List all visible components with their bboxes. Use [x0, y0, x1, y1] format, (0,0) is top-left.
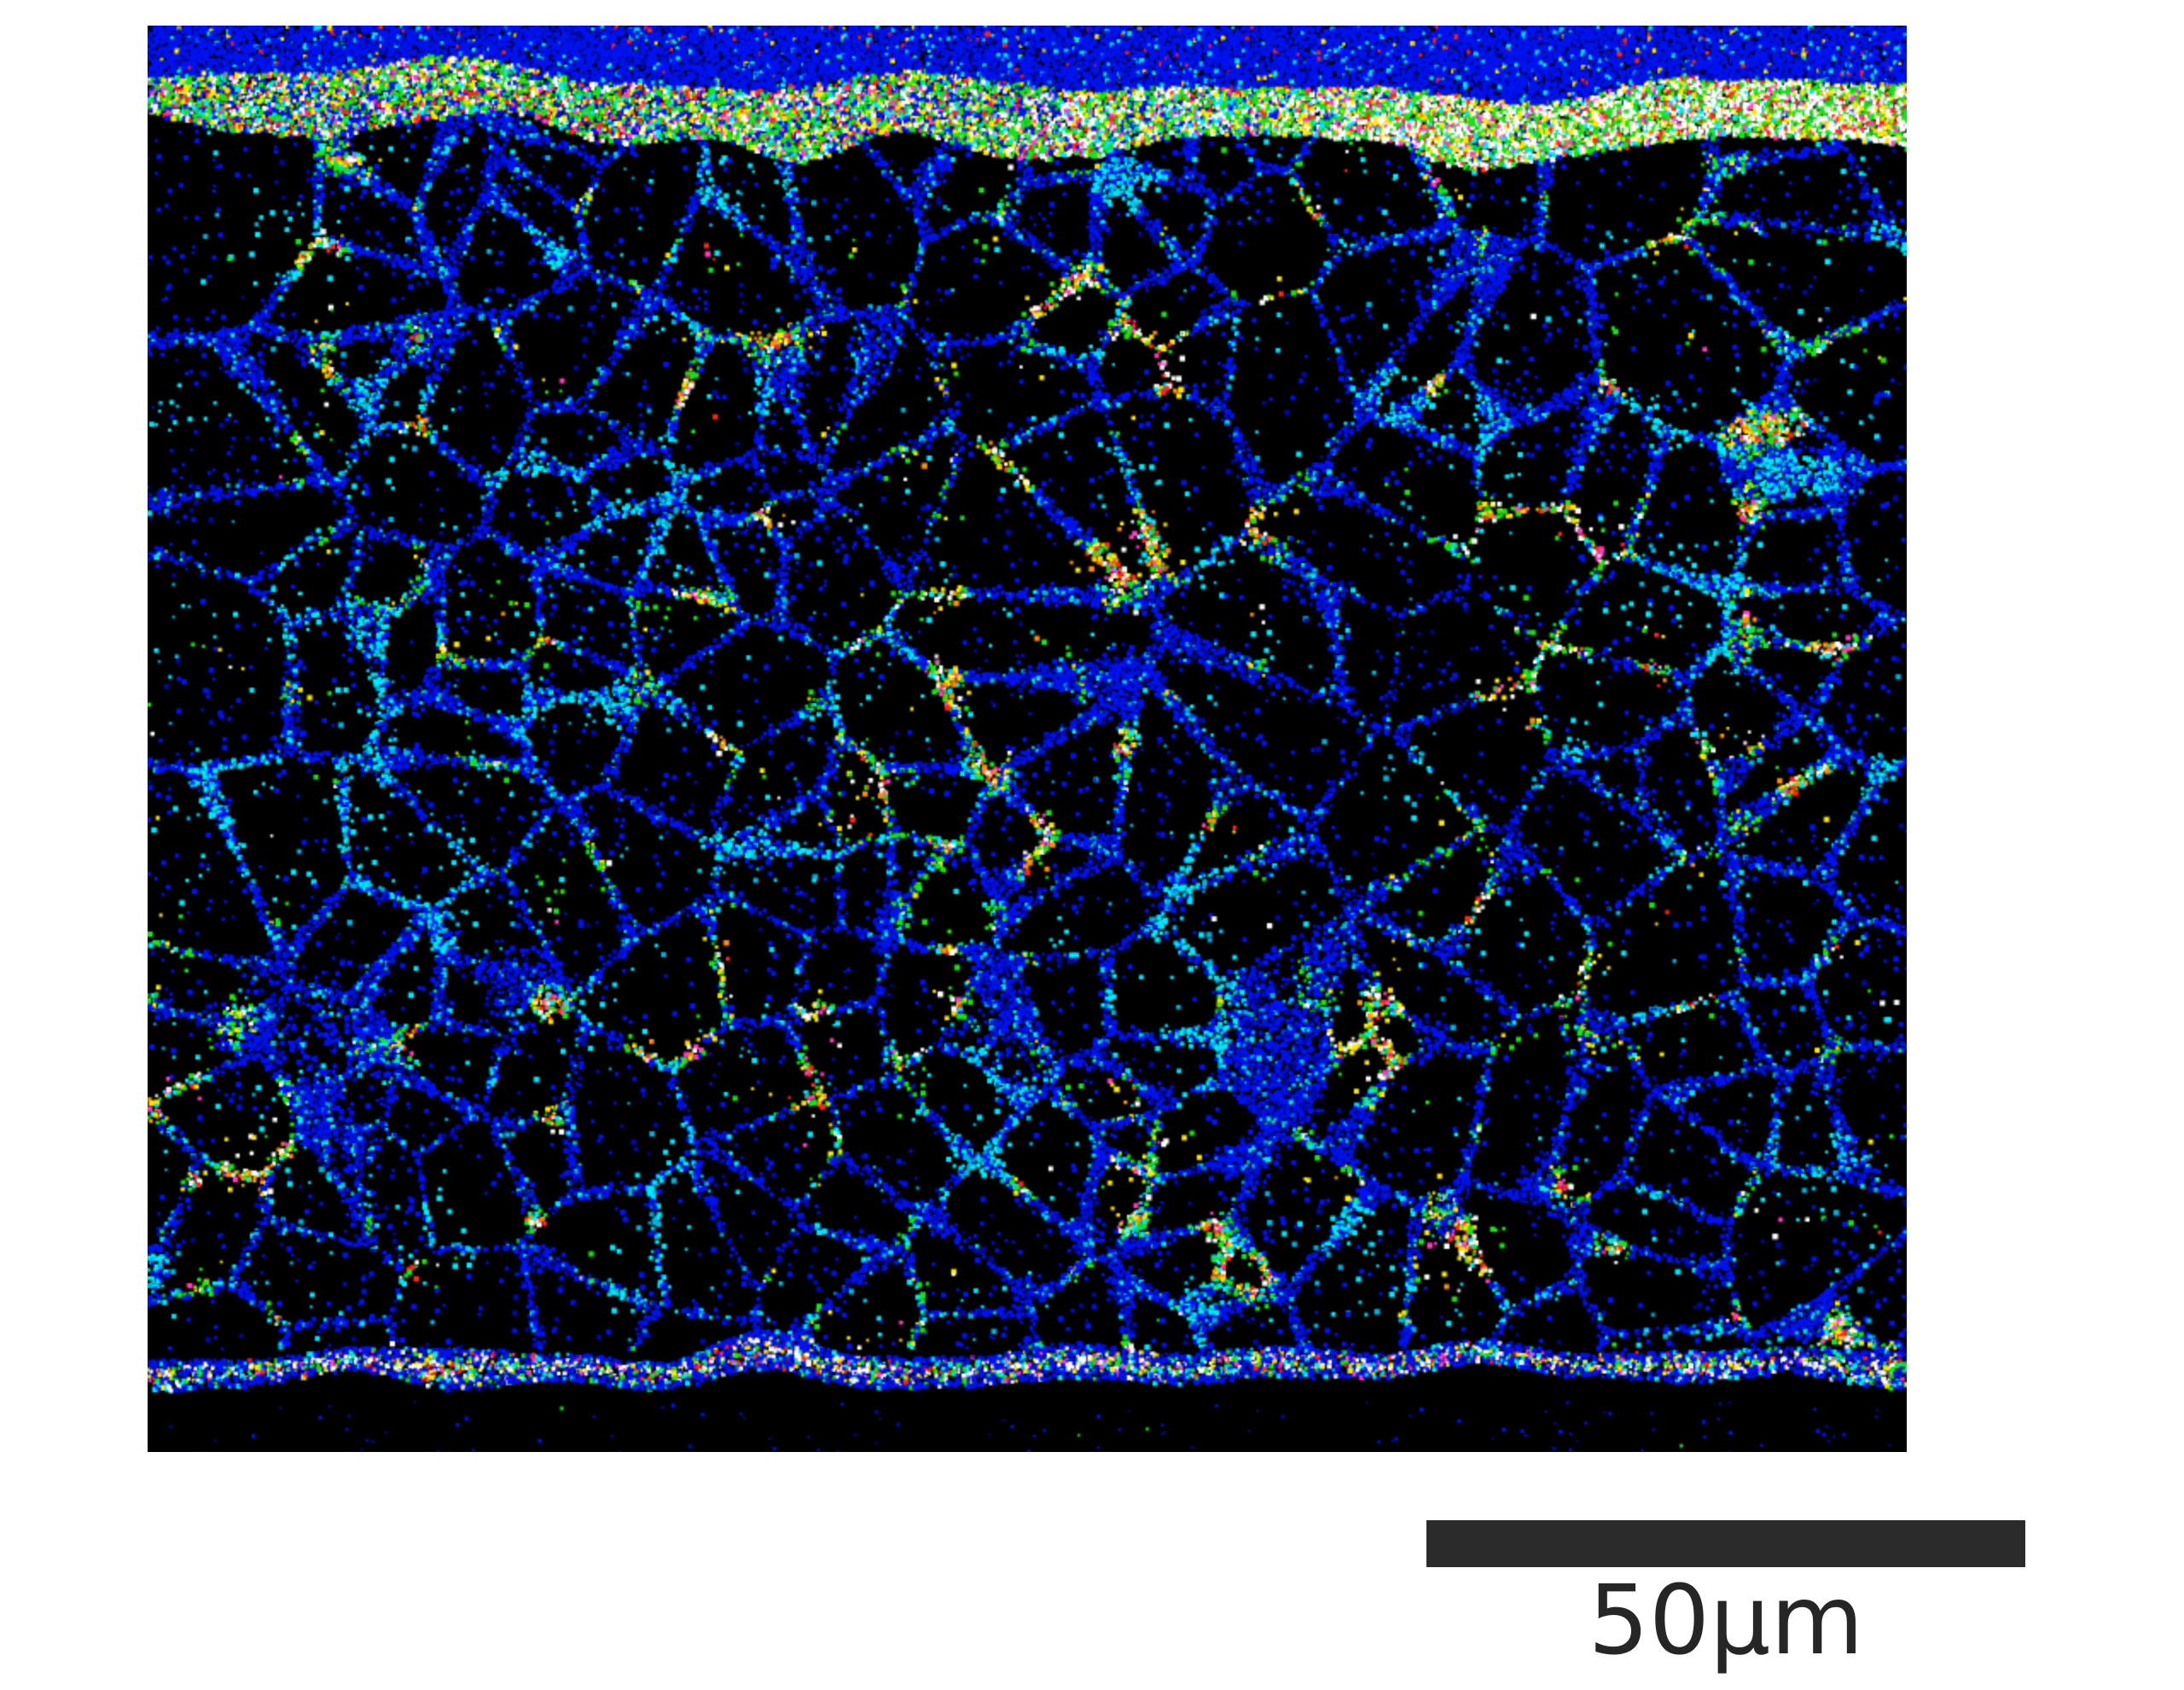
scale-bar	[1426, 1520, 2025, 1567]
micrograph-image	[148, 26, 1907, 1452]
scale-bar-label: 50µm	[1588, 1565, 1864, 1676]
scale-bar-group: 50µm	[1426, 1520, 2025, 1672]
